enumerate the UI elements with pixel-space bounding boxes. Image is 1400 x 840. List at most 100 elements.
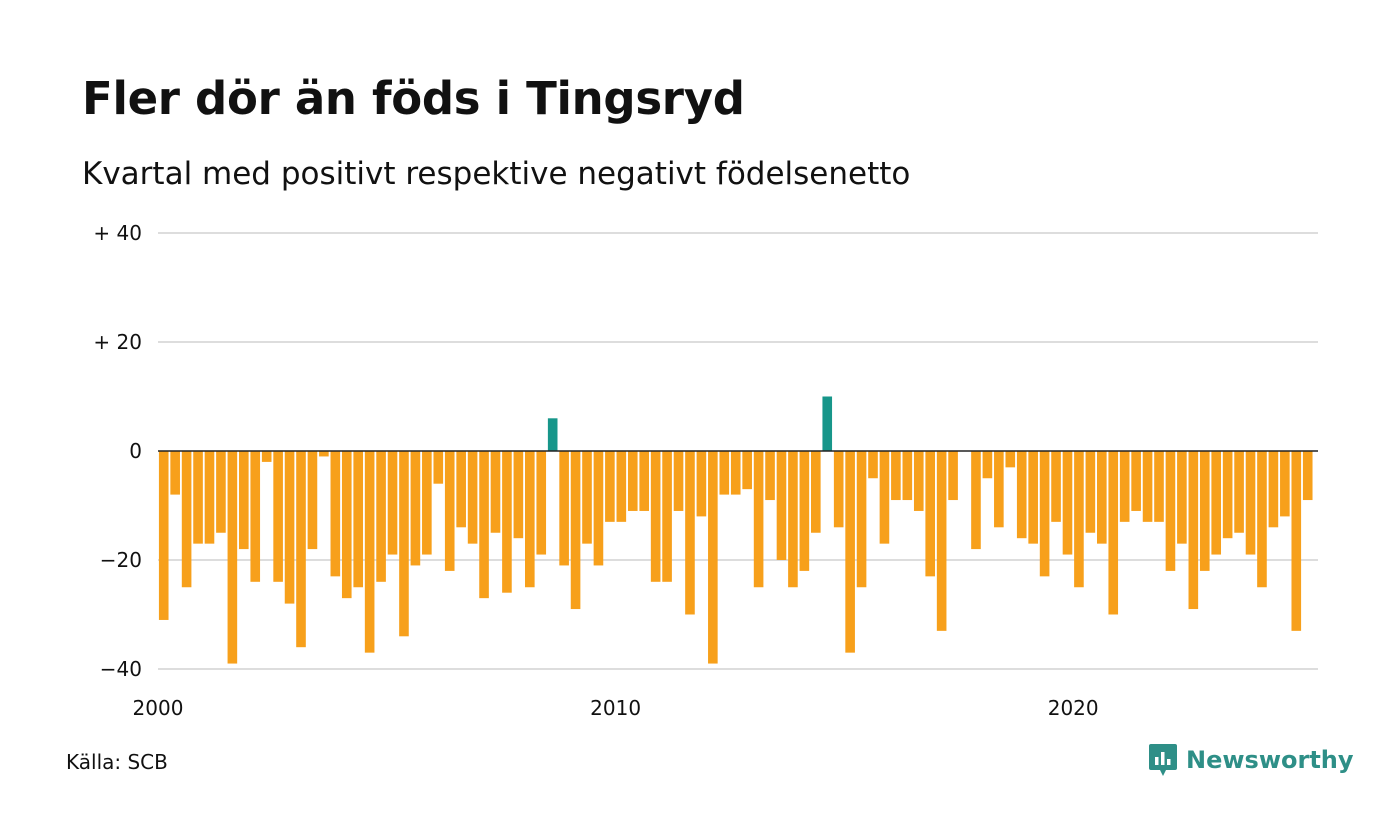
bar xyxy=(799,451,810,571)
bar xyxy=(1177,451,1187,544)
bar xyxy=(1291,451,1302,631)
bar xyxy=(1142,451,1153,522)
bar xyxy=(353,451,364,588)
bars xyxy=(158,396,1313,664)
bar xyxy=(822,396,833,451)
bar xyxy=(204,451,215,544)
bar xyxy=(158,451,169,620)
bar xyxy=(719,451,730,495)
bar xyxy=(1016,451,1027,539)
bar xyxy=(559,451,569,566)
bar xyxy=(1108,451,1119,615)
bar xyxy=(399,451,409,637)
bar xyxy=(250,451,261,582)
bar xyxy=(273,451,283,582)
y-tick-label: −40 xyxy=(100,657,142,681)
bar xyxy=(261,451,272,462)
bar xyxy=(570,451,581,610)
bar xyxy=(982,451,993,479)
bar xyxy=(1188,451,1199,610)
x-tick-label: 2020 xyxy=(1048,696,1099,720)
bar xyxy=(753,451,764,588)
bar xyxy=(216,451,226,533)
bar xyxy=(330,451,341,577)
bar xyxy=(422,451,432,555)
bar xyxy=(913,451,924,511)
bar xyxy=(1097,451,1107,544)
bar xyxy=(639,451,650,511)
bar xyxy=(387,451,398,555)
bar xyxy=(456,451,466,528)
bar xyxy=(1119,451,1130,522)
bar xyxy=(742,451,752,490)
bar xyxy=(833,451,844,528)
bar xyxy=(730,451,741,495)
x-axis-labels: 2000 2010 2020 xyxy=(133,696,1099,720)
bar xyxy=(765,451,775,501)
bar xyxy=(662,451,672,582)
source-note: Källa: SCB xyxy=(66,750,168,774)
bar xyxy=(319,451,329,457)
brand-logo[interactable]: Newsworthy xyxy=(1148,742,1354,778)
bar xyxy=(811,451,821,533)
bar xyxy=(1257,451,1267,588)
bar xyxy=(868,451,878,479)
bar xyxy=(1028,451,1038,544)
bar xyxy=(879,451,890,544)
bar xyxy=(971,451,981,550)
y-tick-label: + 20 xyxy=(93,330,142,354)
bar xyxy=(307,451,318,550)
bar xyxy=(284,451,295,604)
y-tick-label: −20 xyxy=(100,548,142,572)
bar xyxy=(1268,451,1279,528)
bar xyxy=(1245,451,1256,555)
bar xyxy=(547,418,558,451)
bar xyxy=(525,451,535,588)
bar xyxy=(1211,451,1222,555)
bar xyxy=(239,451,249,550)
x-tick-label: 2000 xyxy=(133,696,184,720)
bar xyxy=(490,451,501,533)
bar xyxy=(627,451,638,511)
bar xyxy=(685,451,695,615)
bar xyxy=(479,451,489,599)
x-tick-label: 2010 xyxy=(590,696,641,720)
bar xyxy=(582,451,592,544)
bar xyxy=(1302,451,1313,501)
bar xyxy=(513,451,524,539)
bar xyxy=(1074,451,1084,588)
bar xyxy=(1005,451,1016,468)
bar xyxy=(1154,451,1164,522)
bar xyxy=(1280,451,1290,517)
bar xyxy=(1165,451,1176,571)
bar xyxy=(708,451,718,664)
bar xyxy=(994,451,1004,528)
newsworthy-logo-icon xyxy=(1149,744,1177,776)
bar xyxy=(891,451,901,501)
chart-title: Fler dör än föds i Tingsryd xyxy=(82,72,745,125)
bar xyxy=(364,451,375,653)
y-tick-label: + 40 xyxy=(93,221,142,245)
bar xyxy=(444,451,455,571)
y-tick-label: 0 xyxy=(129,439,142,463)
brand-name: Newsworthy xyxy=(1186,746,1354,774)
bar xyxy=(1222,451,1233,539)
bar xyxy=(650,451,661,582)
bar xyxy=(502,451,512,593)
bar xyxy=(1039,451,1050,577)
bar xyxy=(1131,451,1141,511)
bar xyxy=(616,451,627,522)
bar xyxy=(1062,451,1073,555)
bar xyxy=(536,451,547,555)
bar xyxy=(925,451,936,577)
bar xyxy=(948,451,958,501)
bar xyxy=(170,451,180,495)
bar xyxy=(1234,451,1244,533)
bar xyxy=(467,451,478,544)
bar xyxy=(902,451,913,501)
bar xyxy=(673,451,684,511)
bar xyxy=(227,451,238,664)
bar xyxy=(181,451,192,588)
bar xyxy=(433,451,444,484)
